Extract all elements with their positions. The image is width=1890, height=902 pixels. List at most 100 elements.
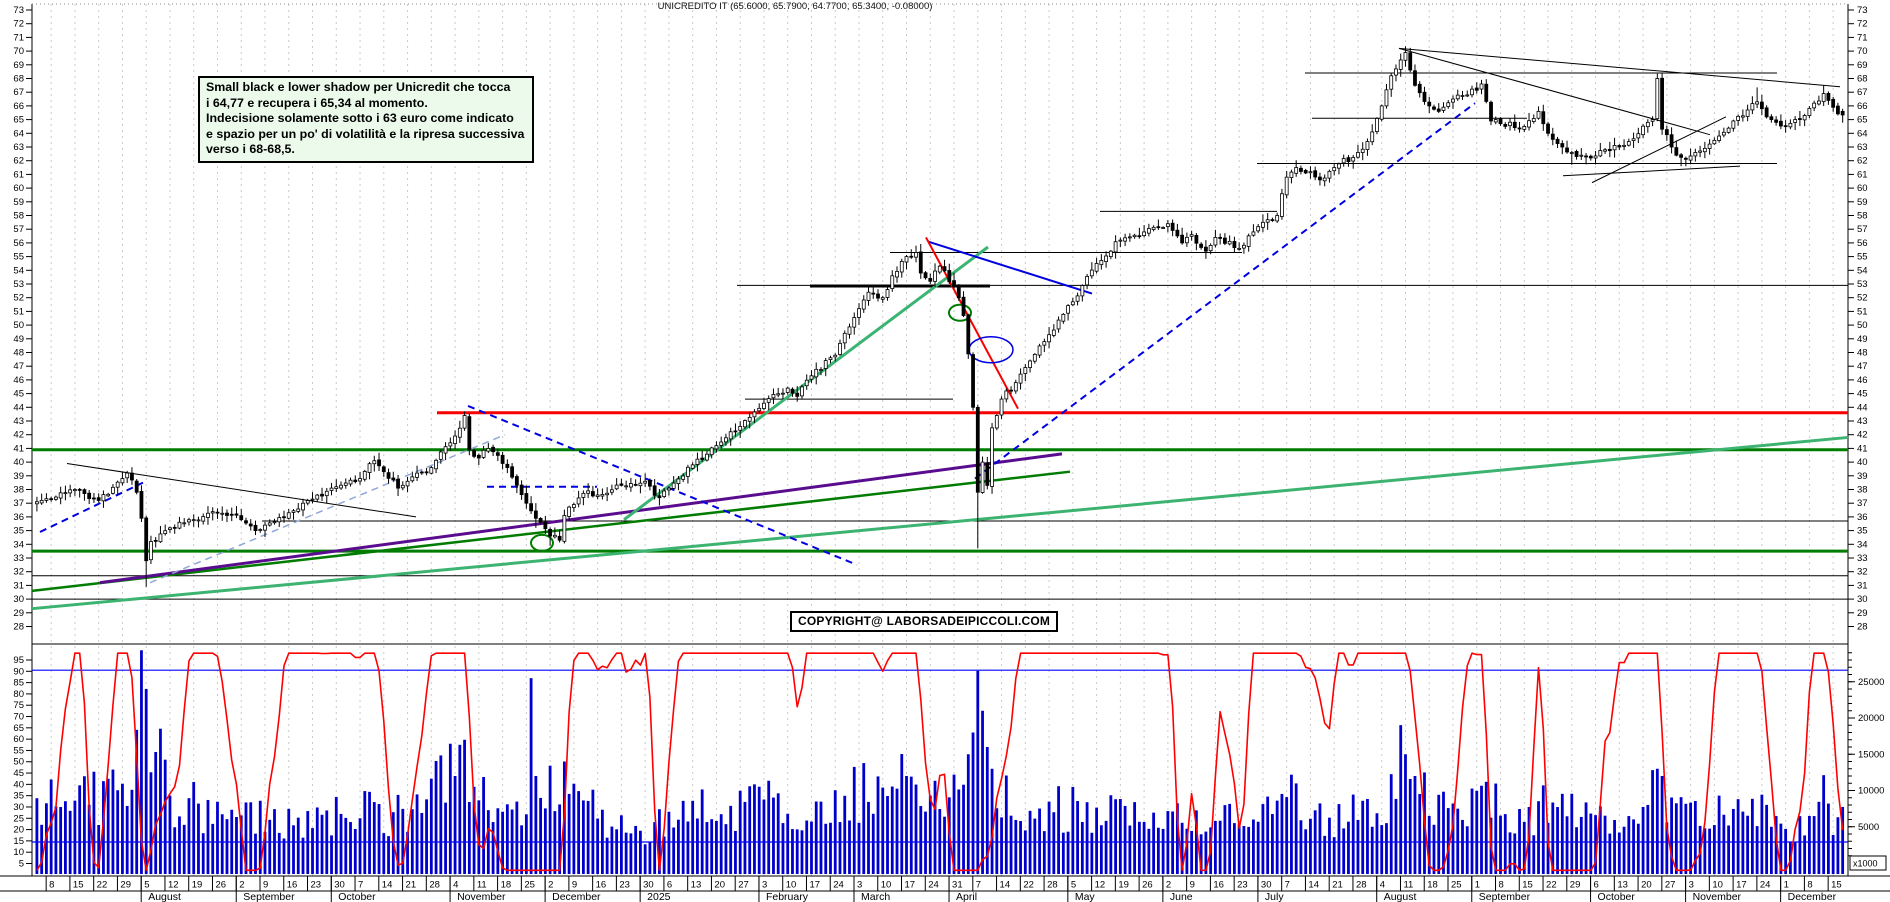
svg-text:55: 55 (13, 252, 24, 263)
svg-text:62: 62 (1857, 156, 1868, 167)
svg-text:68: 68 (1857, 74, 1868, 85)
svg-text:50: 50 (13, 757, 24, 768)
svg-text:24: 24 (928, 880, 939, 891)
svg-text:17: 17 (1736, 880, 1747, 891)
svg-text:30: 30 (13, 802, 24, 813)
svg-text:21: 21 (406, 880, 417, 891)
svg-text:38: 38 (1857, 485, 1868, 496)
svg-text:30: 30 (334, 880, 345, 891)
svg-text:36: 36 (13, 512, 24, 523)
gridlines-layer (50, 4, 1834, 876)
svg-text:70: 70 (13, 46, 24, 57)
support-resistance-lines (32, 72, 1848, 600)
svg-text:59: 59 (1857, 197, 1868, 208)
svg-text:December: December (1788, 891, 1837, 902)
svg-text:63: 63 (13, 142, 24, 153)
svg-text:30: 30 (1857, 594, 1868, 605)
svg-text:23: 23 (1237, 880, 1248, 891)
svg-text:18: 18 (1427, 880, 1438, 891)
svg-text:66: 66 (1857, 101, 1868, 112)
svg-text:22: 22 (97, 880, 108, 891)
svg-text:28: 28 (429, 880, 440, 891)
svg-text:10: 10 (786, 880, 797, 891)
svg-text:13: 13 (691, 880, 702, 891)
svg-text:37: 37 (13, 498, 24, 509)
svg-text:29: 29 (120, 880, 131, 891)
svg-text:2: 2 (239, 880, 244, 891)
svg-text:45: 45 (1857, 389, 1868, 400)
annotation-line: e spazio per un po' di volatilità e la r… (206, 126, 525, 141)
svg-text:31: 31 (952, 880, 963, 891)
svg-text:95: 95 (13, 655, 24, 666)
svg-text:19: 19 (1118, 880, 1129, 891)
svg-text:12: 12 (1095, 880, 1106, 891)
svg-text:52: 52 (1857, 293, 1868, 304)
volume-axis-labels: 5000 10000 15000 20000 25000 (1848, 652, 1884, 857)
svg-text:28: 28 (1047, 880, 1058, 891)
svg-text:31: 31 (1857, 580, 1868, 591)
date-axis-weeks: 8 15 22 29 5 12 19 26 2 9 16 23 30 7 14 21 28 4 11 18 25 2 9 16… (45, 876, 1842, 891)
svg-text:65: 65 (13, 723, 24, 734)
svg-text:47: 47 (1857, 361, 1868, 372)
svg-text:63: 63 (1857, 142, 1868, 153)
svg-text:39: 39 (1857, 471, 1868, 482)
svg-text:34: 34 (1857, 539, 1868, 550)
svg-text:32: 32 (1857, 567, 1868, 578)
svg-text:51: 51 (13, 306, 24, 317)
svg-text:1: 1 (1784, 880, 1789, 891)
svg-text:September: September (243, 891, 295, 902)
svg-text:13: 13 (1617, 880, 1628, 891)
svg-text:August: August (148, 891, 181, 902)
svg-text:70: 70 (1857, 46, 1868, 57)
svg-text:68: 68 (13, 74, 24, 85)
svg-text:25: 25 (1451, 880, 1462, 891)
svg-text:35: 35 (1857, 526, 1868, 537)
svg-text:48: 48 (1857, 348, 1868, 359)
svg-text:36: 36 (1857, 512, 1868, 523)
svg-text:46: 46 (13, 375, 24, 386)
svg-text:9: 9 (572, 880, 577, 891)
svg-text:39: 39 (13, 471, 24, 482)
svg-text:28: 28 (1857, 622, 1868, 633)
svg-text:x1000: x1000 (1853, 859, 1878, 869)
svg-text:August: August (1384, 891, 1417, 902)
svg-text:July: July (1265, 891, 1284, 902)
svg-text:72: 72 (13, 19, 24, 30)
svg-text:60: 60 (13, 734, 24, 745)
svg-text:50: 50 (13, 320, 24, 331)
svg-text:60: 60 (13, 183, 24, 194)
svg-text:53: 53 (1857, 279, 1868, 290)
svg-text:54: 54 (1857, 265, 1868, 276)
annotation-line: i 64,77 e recupera i 65,34 al momento. (206, 95, 428, 110)
svg-text:17: 17 (905, 880, 916, 891)
svg-text:58: 58 (1857, 211, 1868, 222)
svg-text:14: 14 (1308, 880, 1319, 891)
svg-text:4: 4 (1380, 880, 1385, 891)
svg-text:56: 56 (1857, 238, 1868, 249)
svg-text:9: 9 (1190, 880, 1195, 891)
svg-text:10000: 10000 (1858, 786, 1884, 797)
svg-text:16: 16 (596, 880, 607, 891)
svg-text:80: 80 (13, 689, 24, 700)
svg-text:25: 25 (524, 880, 535, 891)
svg-text:37: 37 (1857, 498, 1868, 509)
svg-text:10: 10 (881, 880, 892, 891)
svg-text:December: December (552, 891, 601, 902)
svg-text:20: 20 (1641, 880, 1652, 891)
svg-text:25000: 25000 (1858, 677, 1884, 688)
svg-text:56: 56 (13, 238, 24, 249)
svg-text:35: 35 (13, 791, 24, 802)
svg-text:29: 29 (1857, 608, 1868, 619)
svg-text:March: March (861, 891, 890, 902)
svg-text:69: 69 (1857, 60, 1868, 71)
svg-text:8: 8 (1807, 880, 1812, 891)
date-axis-months: August September October November December 20… (140, 876, 1837, 902)
svg-text:53: 53 (13, 279, 24, 290)
svg-text:67: 67 (13, 87, 24, 98)
svg-text:May: May (1075, 891, 1096, 902)
svg-text:23: 23 (619, 880, 630, 891)
svg-text:5: 5 (1071, 880, 1076, 891)
svg-text:32: 32 (13, 567, 24, 578)
svg-text:1: 1 (1475, 880, 1480, 891)
svg-text:26: 26 (215, 880, 226, 891)
